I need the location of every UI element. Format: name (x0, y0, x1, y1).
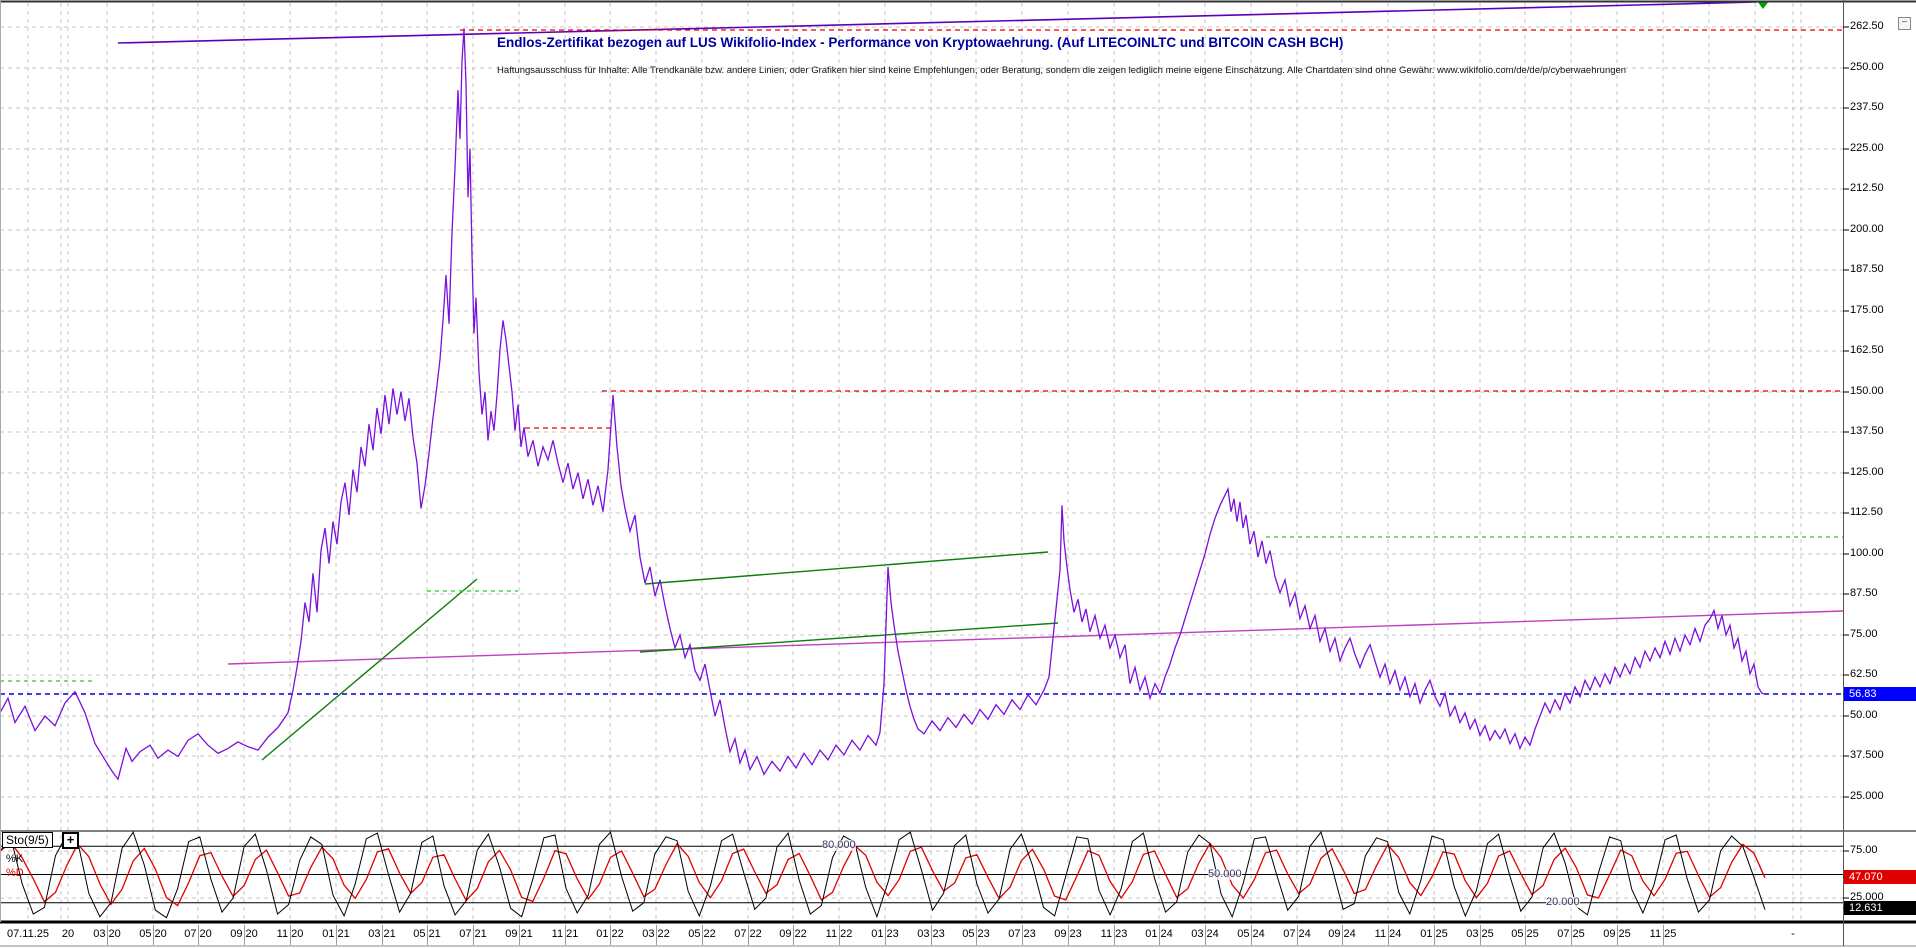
x-axis-separator (1251, 925, 1252, 945)
y-axis-label: 62.50 (1850, 668, 1878, 680)
y-axis-label: 37.500 (1850, 749, 1884, 761)
x-axis-separator (610, 925, 611, 945)
x-axis-separator (931, 925, 932, 945)
y-axis-label: 25.000 (1850, 790, 1884, 802)
y-axis-label: 150.00 (1850, 385, 1884, 397)
y-axis-label: 87.50 (1850, 587, 1878, 599)
x-axis-separator (1617, 925, 1618, 945)
x-axis-separator (702, 925, 703, 945)
y-axis-label: 75.00 (1850, 628, 1878, 640)
x-axis-separator (1434, 925, 1435, 945)
y-axis-label: 187.50 (1850, 263, 1884, 275)
stoch-level-label: 20.000 (1546, 895, 1580, 908)
annotation-line (261, 578, 478, 761)
stoch-k-line (0, 831, 1766, 919)
x-axis-separator (1022, 925, 1023, 945)
x-axis-separator (885, 925, 886, 945)
stochastic-indicator-label[interactable]: Sto(9/5) (2, 832, 53, 848)
x-axis-separator (656, 925, 657, 945)
x-axis-separator (748, 925, 749, 945)
annotation-line (644, 551, 1049, 585)
annotation-line (117, 1, 1758, 44)
x-axis-separator (519, 925, 520, 945)
x-axis-label: 20 (61, 928, 75, 940)
y-axis-label: 250.00 (1850, 61, 1884, 73)
y-axis-label: 262.50 (1850, 20, 1884, 32)
y-axis-label: 137.50 (1850, 425, 1884, 437)
stoch-level-label: 50.000 (1208, 867, 1242, 880)
stoch-d-line (0, 841, 1766, 907)
y-axis-label: 112.50 (1850, 506, 1883, 518)
x-axis-separator (1663, 925, 1664, 945)
x-axis-separator (976, 925, 977, 945)
x-axis-separator (1571, 925, 1572, 945)
signal-marker-icon (1757, 1, 1769, 9)
x-axis-separator (1342, 925, 1343, 945)
y-axis-label: 225.00 (1850, 142, 1884, 154)
add-indicator-button[interactable]: + (62, 832, 79, 849)
x-axis-separator (1114, 925, 1115, 945)
y-axis-label: 75.00 (1850, 844, 1878, 856)
annotation-line (639, 622, 1059, 653)
y-axis-label: 125.00 (1850, 466, 1884, 478)
y-axis-label: 162.50 (1850, 344, 1884, 356)
x-axis-separator (1068, 925, 1069, 945)
x-axis-separator (336, 925, 337, 945)
x-axis-separator (1480, 925, 1481, 945)
collapse-axis-button[interactable]: − (1898, 17, 1911, 30)
stoch-level-label: 80.000 (822, 839, 856, 852)
percent-k-label: %K (6, 853, 24, 865)
y-axis-label: 200.00 (1850, 223, 1884, 235)
x-axis-separator (153, 925, 154, 945)
x-axis-separator (1205, 925, 1206, 945)
price-line (0, 28, 1766, 781)
x-axis-label: 07.11.25 (6, 928, 49, 940)
x-axis-separator (427, 925, 428, 945)
current-value-badge: 56.83 (1844, 687, 1916, 701)
y-axis-label: 100.00 (1850, 547, 1884, 559)
y-axis-label: 175.00 (1850, 304, 1884, 316)
x-axis-separator (382, 925, 383, 945)
x-axis-separator (473, 925, 474, 945)
x-axis-separator (1525, 925, 1526, 945)
current-value-badge: 12.631 (1844, 901, 1916, 915)
y-axis-label: 212.50 (1850, 182, 1884, 194)
x-axis-separator (290, 925, 291, 945)
current-value-badge: 47.070 (1844, 870, 1916, 884)
x-axis-label: - (1791, 928, 1795, 940)
x-axis-separator (839, 925, 840, 945)
chart-disclaimer: Haftungsausschluss für Inhalte: Alle Tre… (497, 65, 1627, 76)
x-axis-separator (1297, 925, 1298, 945)
x-axis-separator (565, 925, 566, 945)
percent-d-label: %D (6, 867, 24, 879)
chart-title: Endlos-Zertifikat bezogen auf LUS Wikifo… (497, 35, 1344, 50)
y-axis-label: 237.50 (1850, 101, 1884, 113)
annotation-line (227, 610, 1844, 665)
x-axis-separator (244, 925, 245, 945)
x-axis-separator (107, 925, 108, 945)
y-axis-label: 25.000 (1850, 891, 1884, 903)
x-axis-separator (1388, 925, 1389, 945)
x-axis-separator (1159, 925, 1160, 945)
x-axis-separator (198, 925, 199, 945)
y-axis-label: 50.00 (1850, 709, 1878, 721)
x-axis-separator (793, 925, 794, 945)
